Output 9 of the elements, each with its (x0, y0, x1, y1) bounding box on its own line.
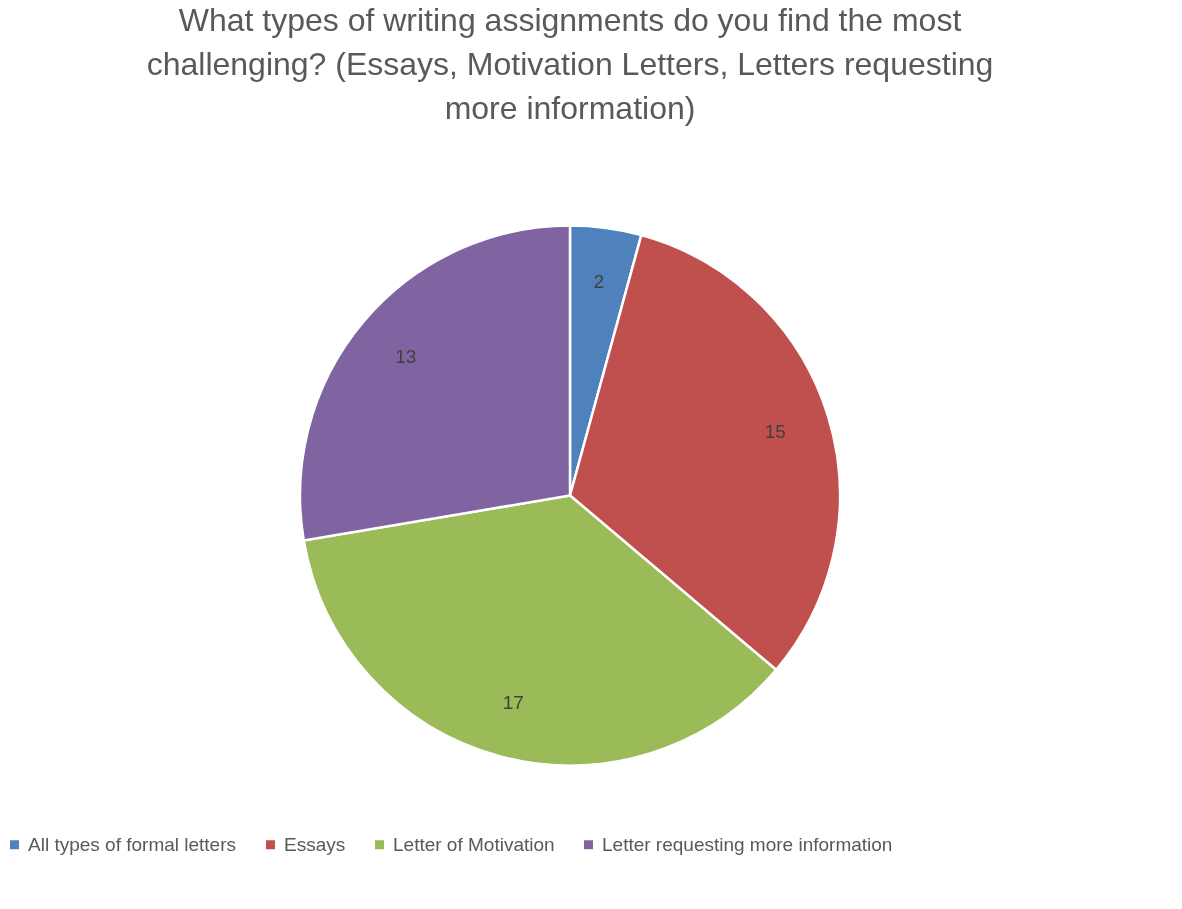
data-label: 2 (593, 271, 604, 293)
chart-title: What types of writing assignments do you find the most challenging? (Essays, Motivation Letters, Letters requesting more information) (146, 2, 994, 126)
data-label: 15 (764, 420, 786, 442)
data-label: 13 (395, 345, 417, 367)
legend-label: Letter of Motivation (393, 833, 555, 855)
legend-label: Letter requesting more information (602, 833, 893, 855)
legend-label: All types of formal letters (28, 833, 237, 855)
legend-label: Essays (284, 833, 346, 855)
data-label: 17 (502, 691, 524, 713)
